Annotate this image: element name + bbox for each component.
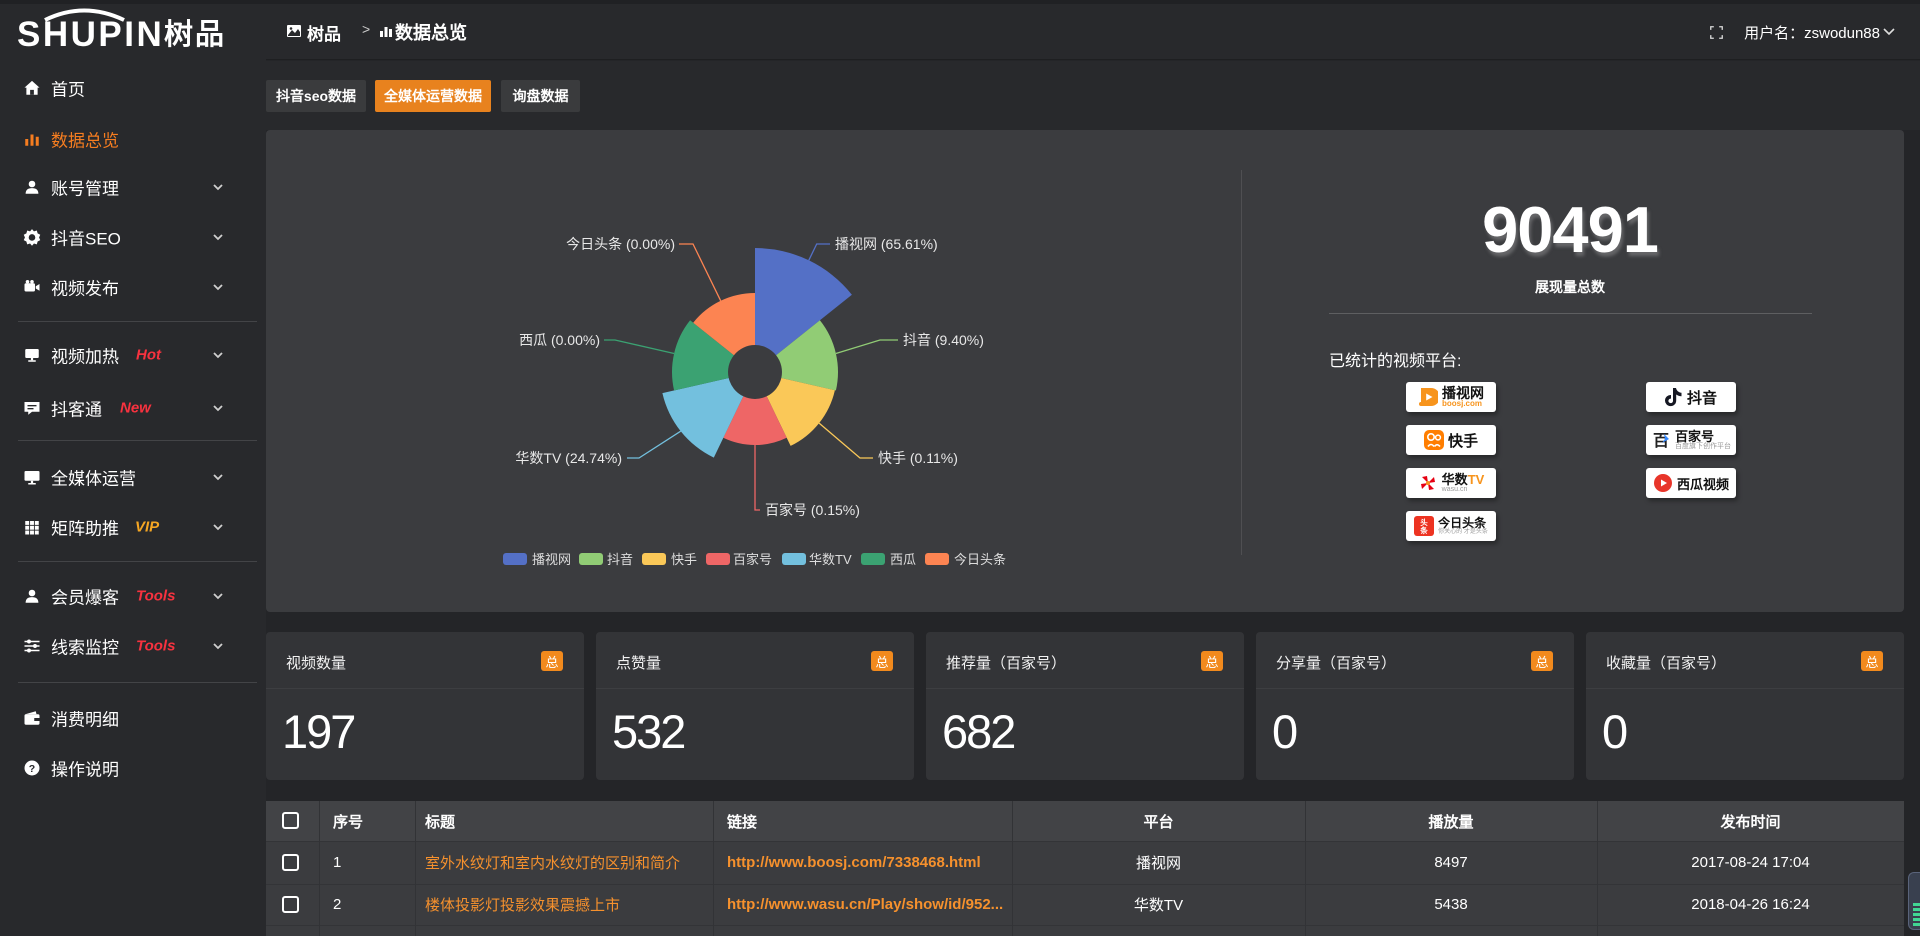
svg-text:百家号 (0.15%): 百家号 (0.15%) [765,502,860,518]
svg-text:?: ? [29,763,35,775]
svg-text:华数TV: 华数TV [809,552,852,567]
svg-text:播视网 (65.61%): 播视网 (65.61%) [835,236,938,252]
svg-text:百家号: 百家号 [733,552,772,567]
svg-text:华数TV (24.74%): 华数TV (24.74%) [515,450,622,466]
svg-text:今日头条: 今日头条 [954,552,1006,567]
svg-text:SHUPIN: SHUPIN [17,15,164,54]
svg-text:播视网: 播视网 [532,552,571,567]
svg-text:百: 百 [1653,432,1669,450]
svg-text:抖音: 抖音 [607,552,633,567]
svg-text:抖音 (9.40%): 抖音 (9.40%) [903,332,984,348]
svg-text:快手 (0.11%): 快手 (0.11%) [878,450,958,466]
svg-text:西瓜: 西瓜 [890,552,916,567]
svg-text:树品: 树品 [164,18,226,51]
svg-text:西瓜 (0.00%): 西瓜 (0.00%) [519,332,600,348]
svg-text:条: 条 [1419,525,1428,535]
svg-text:快手: 快手 [671,552,697,567]
svg-text:头: 头 [1420,517,1428,527]
svg-text:今日头条 (0.00%): 今日头条 (0.00%) [566,236,675,252]
